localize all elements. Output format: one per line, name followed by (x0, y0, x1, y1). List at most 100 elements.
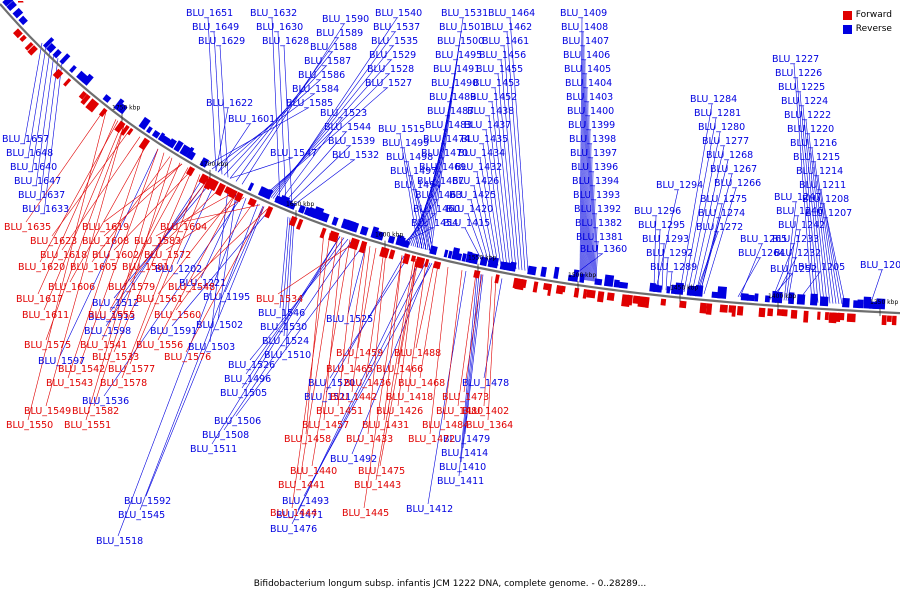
gene-label[interactable]: BLU_1492 (330, 454, 377, 465)
gene-label[interactable]: BLU_1434 (458, 148, 505, 159)
gene-label[interactable]: BLU_1231 (0, 0, 47, 3)
gene-label[interactable]: BLU_1286 (0, 0, 47, 3)
gene-label[interactable]: BLU_1452 (470, 92, 517, 103)
gene-label[interactable]: BLU_1621 (0, 0, 47, 3)
gene-label[interactable]: BLU_1509 (0, 0, 47, 3)
gene-label[interactable]: BLU_1202 (155, 264, 202, 275)
gene-label[interactable]: BLU_1288 (0, 0, 47, 3)
gene-label[interactable]: BLU_1581 (122, 262, 169, 273)
gene-label[interactable]: BLU_1275 (700, 194, 747, 205)
gene-label[interactable]: BLU_1218 (0, 0, 47, 3)
gene-label[interactable]: BLU_1617 (16, 294, 63, 305)
gene-label[interactable]: BLU_1266 (714, 178, 761, 189)
gene-label[interactable]: BLU_1431 (362, 420, 409, 431)
gene-label[interactable]: BLU_1392 (574, 204, 621, 215)
gene-label[interactable]: BLU_1426 (452, 176, 499, 187)
gene-label[interactable]: BLU_1580 (0, 0, 47, 3)
gene-label[interactable]: BLU_1597 (38, 356, 85, 367)
gene-label[interactable]: BLU_1516 (0, 0, 47, 3)
gene-label[interactable]: BLU_1608 (82, 236, 129, 247)
gene-label[interactable]: BLU_1499 (382, 138, 429, 149)
gene-label[interactable]: BLU_1352 (0, 0, 47, 3)
gene-label[interactable]: BLU_1346 (0, 0, 47, 3)
gene-label[interactable]: BLU_1347 (0, 0, 47, 3)
gene-label[interactable]: BLU_1553 (0, 0, 47, 3)
gene-label[interactable]: BLU_1267 (710, 164, 757, 175)
gene-label[interactable]: BLU_1219 (0, 0, 47, 3)
gene-label[interactable]: BLU_1395 (0, 0, 47, 3)
gene-label[interactable]: BLU_1535 (371, 36, 418, 47)
gene-label[interactable]: BLU_1518 (96, 536, 143, 547)
gene-label[interactable]: BLU_1459 (336, 348, 383, 359)
gene-label[interactable]: BLU_1379 (0, 0, 47, 3)
gene-label[interactable]: BLU_1477 (0, 0, 47, 3)
gene-label[interactable]: BLU_1210 (0, 0, 47, 3)
gene-label[interactable]: BLU_1529 (369, 50, 416, 61)
gene-label[interactable]: BLU_1230 (0, 0, 47, 3)
gene-label[interactable]: BLU_1349 (0, 0, 47, 3)
gene-label[interactable]: BLU_1306 (0, 0, 47, 3)
gene-label[interactable]: BLU_1443 (354, 480, 401, 491)
gene-label[interactable]: BLU_1592 (124, 496, 171, 507)
gene-label[interactable]: BLU_1542 (58, 364, 105, 375)
gene-label[interactable]: BLU_1393 (573, 190, 620, 201)
gene-label[interactable]: BLU_1299 (0, 0, 47, 3)
gene-label[interactable]: BLU_1505 (220, 388, 267, 399)
gene-label[interactable]: BLU_1479 (443, 434, 490, 445)
gene-label[interactable]: BLU_1649 (192, 22, 239, 33)
gene-label[interactable]: BLU_1385 (0, 0, 47, 3)
gene-label[interactable]: BLU_1439 (0, 0, 47, 3)
gene-label[interactable]: BLU_1259 (0, 0, 47, 3)
gene-label[interactable]: BLU_1388 (0, 0, 47, 3)
gene-label[interactable]: BLU_1237 (0, 0, 47, 3)
gene-label[interactable]: BLU_1482 (0, 0, 47, 3)
gene-label[interactable]: BLU_1228 (0, 0, 47, 3)
gene-label[interactable]: BLU_1575 (24, 340, 71, 351)
gene-label[interactable]: BLU_1284 (690, 94, 737, 105)
gene-label[interactable]: BLU_1307 (0, 0, 47, 3)
gene-label[interactable]: BLU_1545 (118, 510, 165, 521)
gene-label[interactable]: BLU_1467 (417, 176, 464, 187)
gene-label[interactable]: BLU_1603 (0, 0, 47, 3)
gene-label[interactable]: BLU_1256 (0, 0, 47, 3)
gene-label[interactable]: BLU_1630 (256, 22, 303, 33)
gene-label[interactable]: BLU_1226 (775, 68, 822, 79)
gene-label[interactable]: BLU_1195 (203, 292, 250, 303)
gene-label[interactable]: BLU_1269 (0, 0, 47, 3)
gene-label[interactable]: BLU_1601 (228, 114, 275, 125)
gene-label[interactable]: BLU_1257 (0, 0, 47, 3)
gene-label[interactable]: BLU_1557 (0, 0, 47, 3)
gene-label[interactable]: BLU_1444 (270, 508, 317, 519)
gene-label[interactable]: BLU_1426 (376, 406, 423, 417)
gene-label[interactable]: BLU_1222 (784, 110, 831, 121)
gene-label[interactable]: BLU_1461 (482, 36, 529, 47)
gene-label[interactable]: BLU_1440 (290, 466, 337, 477)
gene-label[interactable]: BLU_1412 (406, 504, 453, 515)
gene-label[interactable]: BLU_1220 (787, 124, 834, 135)
gene-label[interactable]: BLU_1635 (4, 222, 51, 233)
gene-label[interactable]: BLU_1453 (473, 78, 520, 89)
gene-label[interactable]: BLU_1215 (793, 152, 840, 163)
gene-label[interactable]: BLU_1487 (427, 106, 474, 117)
gene-label[interactable]: BLU_1203 (860, 260, 900, 271)
gene-label[interactable]: BLU_1540 (375, 8, 422, 19)
gene-label[interactable]: BLU_1212 (0, 0, 47, 3)
gene-label[interactable]: BLU_1605 (70, 262, 117, 273)
gene-label[interactable]: BLU_1550 (6, 420, 53, 431)
gene-label[interactable]: BLU_1289 (650, 262, 697, 273)
gene-label[interactable]: BLU_1377 (0, 0, 47, 3)
gene-label[interactable]: BLU_1485 (0, 0, 47, 3)
gene-label[interactable]: BLU_1579 (108, 282, 155, 293)
gene-label[interactable]: BLU_1640 (10, 162, 57, 173)
gene-label[interactable]: BLU_1382 (575, 218, 622, 229)
gene-label[interactable]: BLU_1512 (92, 298, 139, 309)
gene-label[interactable]: BLU_1268 (706, 150, 753, 161)
gene-label[interactable]: BLU_1520 (308, 378, 355, 389)
gene-label[interactable]: BLU_1478 (462, 378, 509, 389)
gene-label[interactable]: BLU_1242 (778, 220, 825, 231)
gene-label[interactable]: BLU_1295 (638, 220, 685, 231)
gene-label[interactable]: BLU_1262 (0, 0, 47, 3)
gene-label[interactable]: BLU_1433 (346, 434, 393, 445)
gene-label[interactable]: BLU_1408 (561, 22, 608, 33)
gene-label[interactable]: BLU_1410 (439, 462, 486, 473)
